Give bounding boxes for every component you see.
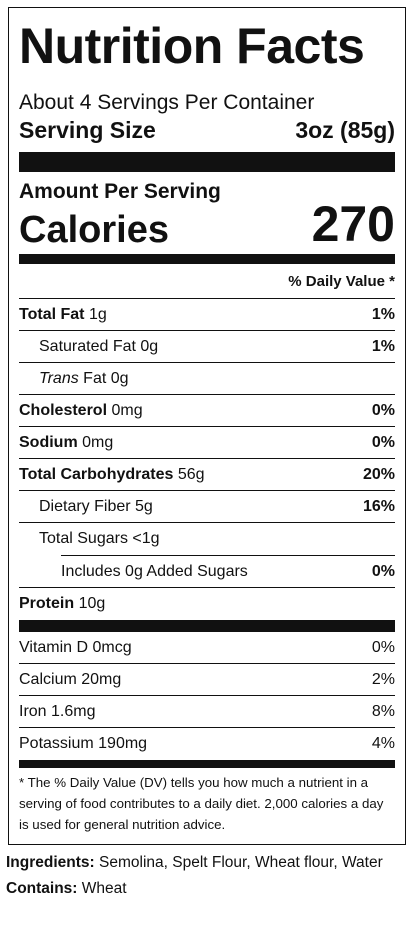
serving-size-label: Serving Size bbox=[19, 117, 156, 143]
calcium-name: Calcium 20mg bbox=[19, 671, 122, 688]
vitamin-d-name: Vitamin D 0mcg bbox=[19, 639, 132, 656]
sodium-row: Sodium 0mg 0% bbox=[19, 427, 395, 459]
servings-per-container: About 4 Servings Per Container bbox=[19, 91, 315, 114]
ingredients-line: Ingredients: Semolina, Spelt Flour, Whea… bbox=[6, 850, 410, 876]
sodium-pct: 0% bbox=[371, 434, 395, 451]
vitamin-row: Potassium 190mg 4% bbox=[19, 728, 395, 760]
vitamin-row: Vitamin D 0mcg 0% bbox=[19, 632, 395, 664]
protein-divider bbox=[19, 620, 395, 632]
protein-amount: 10g bbox=[78, 595, 106, 612]
trans-fat-italic: Trans bbox=[39, 370, 79, 387]
ingredients-label: Ingredients: bbox=[6, 854, 95, 871]
contains-label: Contains: bbox=[6, 880, 78, 897]
iron-pct: 8% bbox=[371, 703, 395, 720]
daily-value-footnote: * The % Daily Value (DV) tells you how m… bbox=[19, 775, 384, 832]
added-sugars-divider bbox=[61, 555, 395, 556]
total-fat-name: Total Fat bbox=[19, 306, 85, 323]
total-carbs-row: Total Carbohydrates 56g 20% bbox=[19, 459, 395, 491]
added-sugars-row: Includes 0g Added Sugars 0% bbox=[19, 556, 395, 588]
dietary-fiber-pct: 16% bbox=[362, 498, 395, 515]
serving-size-value: 3oz (85g) bbox=[295, 117, 395, 143]
contains-line: Contains: Wheat bbox=[6, 876, 410, 902]
saturated-fat-pct: 1% bbox=[371, 338, 395, 355]
calories-label: Calories bbox=[19, 209, 169, 251]
cholesterol-pct: 0% bbox=[371, 402, 395, 419]
dietary-fiber-row: Dietary Fiber 5g 16% bbox=[19, 491, 395, 523]
calories-value: 270 bbox=[311, 196, 395, 252]
total-carbs-amount: 56g bbox=[177, 466, 205, 483]
footnote-divider bbox=[19, 760, 395, 768]
total-fat-amount: 1g bbox=[88, 306, 107, 323]
protein-name: Protein bbox=[19, 595, 75, 612]
added-sugars-name: Includes 0g Added Sugars bbox=[61, 563, 248, 580]
medium-divider bbox=[19, 254, 395, 264]
total-carbs-pct: 20% bbox=[362, 466, 395, 483]
total-carbs-name: Total Carbohydrates bbox=[19, 466, 174, 483]
added-sugars-pct: 0% bbox=[371, 563, 395, 580]
trans-fat-rest: Fat 0g bbox=[78, 370, 129, 387]
saturated-fat-row: Saturated Fat 0g 1% bbox=[19, 331, 395, 363]
cholesterol-amount: 0mg bbox=[111, 402, 143, 419]
potassium-name: Potassium 190mg bbox=[19, 735, 148, 752]
iron-name: Iron 1.6mg bbox=[19, 703, 96, 720]
cholesterol-name: Cholesterol bbox=[19, 402, 108, 419]
cholesterol-row: Cholesterol 0mg 0% bbox=[19, 395, 395, 427]
sodium-amount: 0mg bbox=[82, 434, 114, 451]
amount-per-serving: Amount Per Serving bbox=[19, 180, 221, 203]
calories-row: Calories 270 bbox=[19, 198, 395, 250]
total-sugars-name: Total Sugars <1g bbox=[39, 530, 160, 547]
label-title: Nutrition Facts bbox=[19, 18, 365, 74]
ingredients-section: Ingredients: Semolina, Spelt Flour, Whea… bbox=[6, 850, 410, 902]
contains-text: Wheat bbox=[81, 880, 127, 897]
total-fat-row: Total Fat 1g 1% bbox=[19, 299, 395, 331]
total-fat-pct: 1% bbox=[371, 306, 395, 323]
saturated-fat-name: Saturated Fat 0g bbox=[39, 338, 159, 355]
potassium-pct: 4% bbox=[371, 735, 395, 752]
total-sugars-row: Total Sugars <1g bbox=[39, 523, 395, 555]
dietary-fiber-name: Dietary Fiber 5g bbox=[39, 498, 153, 515]
calcium-pct: 2% bbox=[371, 671, 395, 688]
sodium-name: Sodium bbox=[19, 434, 78, 451]
trans-fat-row: Trans Fat 0g bbox=[19, 363, 395, 395]
protein-row: Protein 10g bbox=[19, 588, 395, 620]
vitamin-row: Iron 1.6mg 8% bbox=[19, 696, 395, 728]
thick-divider bbox=[19, 152, 395, 172]
serving-size-row: Serving Size 3oz (85g) bbox=[19, 116, 395, 144]
nutrition-facts-label: Nutrition Facts About 4 Servings Per Con… bbox=[8, 7, 406, 845]
vitamin-row: Calcium 20mg 2% bbox=[19, 664, 395, 696]
vitamin-d-pct: 0% bbox=[371, 639, 395, 656]
ingredients-text: Semolina, Spelt Flour, Wheat flour, Wate… bbox=[99, 854, 383, 871]
daily-value-header: % Daily Value * bbox=[19, 264, 395, 299]
